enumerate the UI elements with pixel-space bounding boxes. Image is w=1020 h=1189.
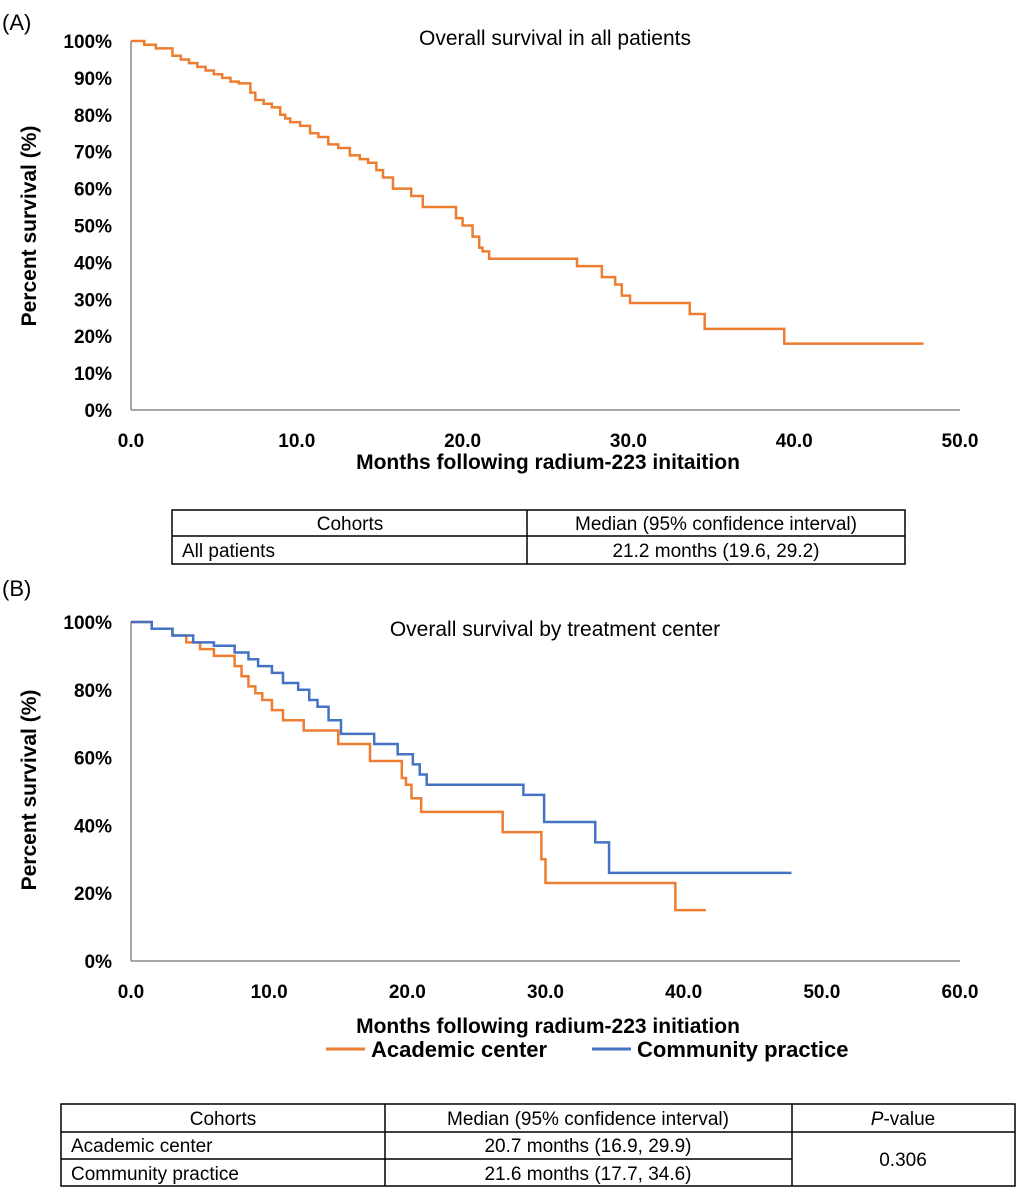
y-tick-label: 70% [74,143,112,164]
table-b: Cohorts Median (95% confidence interval)… [60,1103,1016,1187]
x-tick-label: 60.0 [942,982,979,1003]
table-b-header-pvalue: P-value [871,1109,935,1130]
x-tick-label: 20.0 [444,431,481,452]
x-tick-label: 0.0 [118,982,144,1003]
panel-b-label: (B) [2,576,31,601]
chart-b-ylabel: Percent survival (%) [18,690,41,891]
y-tick-label: 60% [74,749,112,770]
y-tick-label: 20% [74,327,112,348]
x-tick-label: 50.0 [942,431,979,452]
x-tick-label: 10.0 [278,431,315,452]
chart-a-axes: 0% 10% 20% 30% 40% 50% 60% 70% 80% 90% 100% 0.0 10.0… [63,32,978,452]
table-a-header-median: Median (95% confidence interval) [575,514,857,535]
series-line-community-practice [131,620,792,875]
y-tick-label: 30% [74,290,112,311]
x-tick-label: 30.0 [610,431,647,452]
chart-a-lines [131,39,924,345]
series-line-academic-center [131,620,706,912]
legend-community-label: Community practice [637,1037,849,1062]
panel-a-label: (A) [2,10,31,35]
y-tick-label: 100% [63,613,112,634]
table-a-header-cohorts: Cohorts [317,514,384,535]
chart-a-title: Overall survival in all patients [419,27,691,50]
y-tick-label: 80% [74,106,112,127]
table-b-cell-cohort-1: Academic center [71,1136,213,1157]
table-b-header-median: Median (95% confidence interval) [447,1109,729,1130]
table-b-cell-median-2: 21.6 months (17.7, 34.6) [484,1164,691,1185]
legend-academic-label: Academic center [371,1037,548,1062]
chart-b-legend: Academic center Community practice [326,1037,849,1062]
x-tick-label: 40.0 [665,982,702,1003]
chart-a-xlabel: Months following radium-223 initaition [356,451,740,474]
table-a: Cohorts Median (95% confidence interval)… [171,509,906,565]
table-b-header-cohorts: Cohorts [190,1109,257,1130]
chart-b-axes: 0% 20% 40% 60% 80% 100% 0.0 10.0 20.0 30.0 40.0 50.… [63,613,978,1003]
x-tick-label: 0.0 [118,431,144,452]
table-a-cell-median: 21.2 months (19.6, 29.2) [612,541,819,562]
table-b-cell-median-1: 20.7 months (16.9, 29.9) [484,1136,691,1157]
table-b-header-p-suffix: -value [883,1109,935,1130]
y-tick-label: 40% [74,816,112,837]
y-tick-label: 10% [74,364,112,385]
y-tick-label: 90% [74,69,112,90]
chart-b-title: Overall survival by treatment center [390,618,720,641]
chart-b: Overall survival by treatment center 0% 2… [18,613,978,1062]
table-b-cell-pvalue: 0.306 [879,1150,927,1171]
y-tick-label: 100% [63,32,112,53]
y-tick-label: 20% [74,884,112,905]
table-b-cell-cohort-2: Community practice [71,1164,239,1185]
y-tick-label: 0% [85,952,113,973]
x-tick-label: 40.0 [776,431,813,452]
y-tick-label: 0% [85,401,113,422]
chart-a-ylabel: Percent survival (%) [18,126,41,327]
x-tick-label: 10.0 [251,982,288,1003]
chart-a: Overall survival in all patients 0% 10% 20… [18,27,978,474]
y-tick-label: 60% [74,180,112,201]
x-tick-label: 30.0 [527,982,564,1003]
y-tick-label: 80% [74,681,112,702]
table-a-cell-cohort: All patients [182,541,275,562]
x-tick-label: 50.0 [803,982,840,1003]
chart-b-xlabel: Months following radium-223 initiation [356,1015,740,1038]
y-tick-label: 50% [74,217,112,238]
x-tick-label: 20.0 [389,982,426,1003]
table-a-border [171,509,906,565]
series-line-all-patients [131,39,924,345]
y-tick-label: 40% [74,253,112,274]
table-b-border [60,1103,1016,1187]
chart-b-lines [131,620,792,912]
table-b-header-p-italic: P [871,1109,884,1130]
